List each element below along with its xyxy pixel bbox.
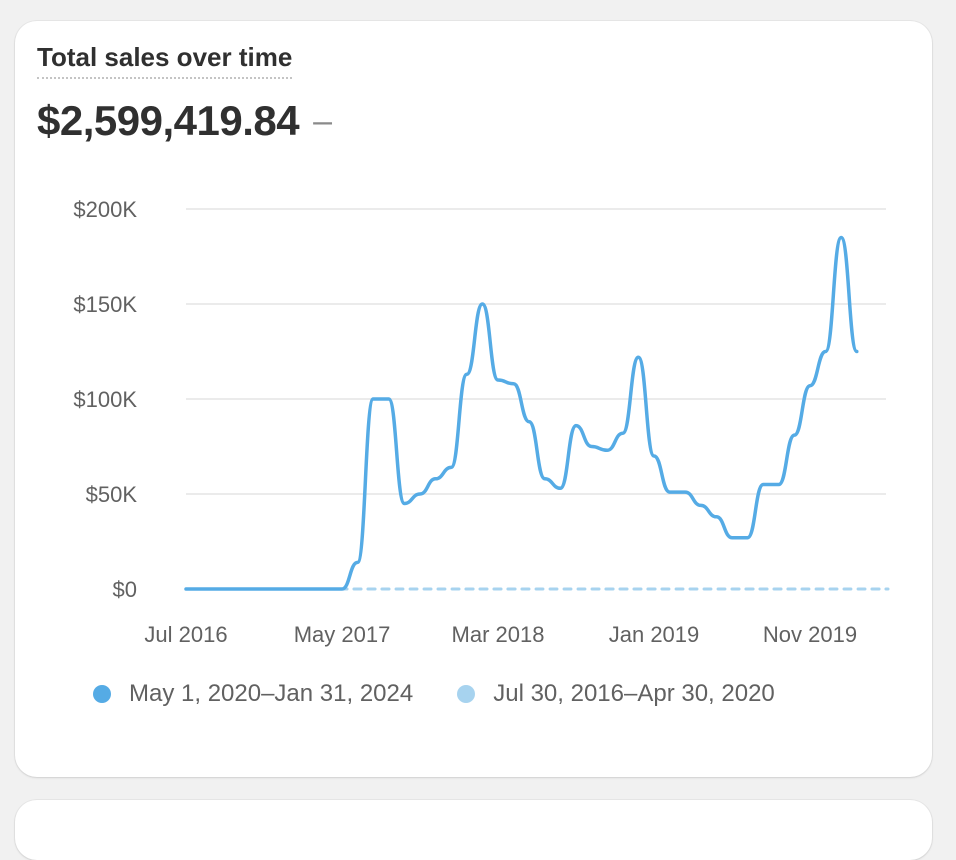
series-lines — [184, 235, 890, 591]
legend-dot-comparison — [457, 685, 476, 703]
y-tick-label: $100K — [73, 387, 137, 412]
y-tick-label: $0 — [113, 577, 137, 602]
comparison-value: – — [313, 101, 333, 140]
legend-label-current: May 1, 2020–Jan 31, 2024 — [129, 680, 414, 707]
y-tick-label: $150K — [73, 292, 137, 317]
y-tick-label: $50K — [86, 482, 138, 507]
sales-line-chart[interactable]: $0 $50K $100K $150K $200K Jul 2016 May 2017 Ma… — [0, 0, 956, 816]
y-axis-ticks: $0 $50K $100K $150K $200K — [73, 197, 137, 602]
legend-label-comparison: Jul 30, 2016–Apr 30, 2020 — [493, 680, 775, 707]
chart-title[interactable]: Total sales over time — [37, 42, 293, 79]
legend-dot-current — [93, 685, 111, 703]
x-tick-label: May 2017 — [294, 622, 391, 647]
legend: May 1, 2020–Jan 31, 2024 Jul 30, 2016–Ap… — [93, 680, 819, 708]
x-tick-label: Nov 2019 — [763, 622, 857, 647]
grid-lines — [186, 208, 886, 495]
x-tick-label: Jan 2019 — [609, 622, 700, 647]
x-tick-label: Jul 2016 — [144, 622, 227, 647]
legend-item-comparison[interactable]: Jul 30, 2016–Apr 30, 2020 — [457, 680, 775, 708]
total-row: $2,599,419.84 – — [37, 97, 332, 145]
current-series-line[interactable] — [184, 235, 859, 591]
y-tick-label: $200K — [73, 197, 137, 222]
x-axis-ticks: Jul 2016 May 2017 Mar 2018 Jan 2019 Nov 2019 — [144, 622, 857, 647]
legend-item-current[interactable]: May 1, 2020–Jan 31, 2024 — [93, 680, 413, 708]
x-tick-label: Mar 2018 — [452, 622, 545, 647]
total-sales-value: $2,599,419.84 — [37, 97, 300, 144]
